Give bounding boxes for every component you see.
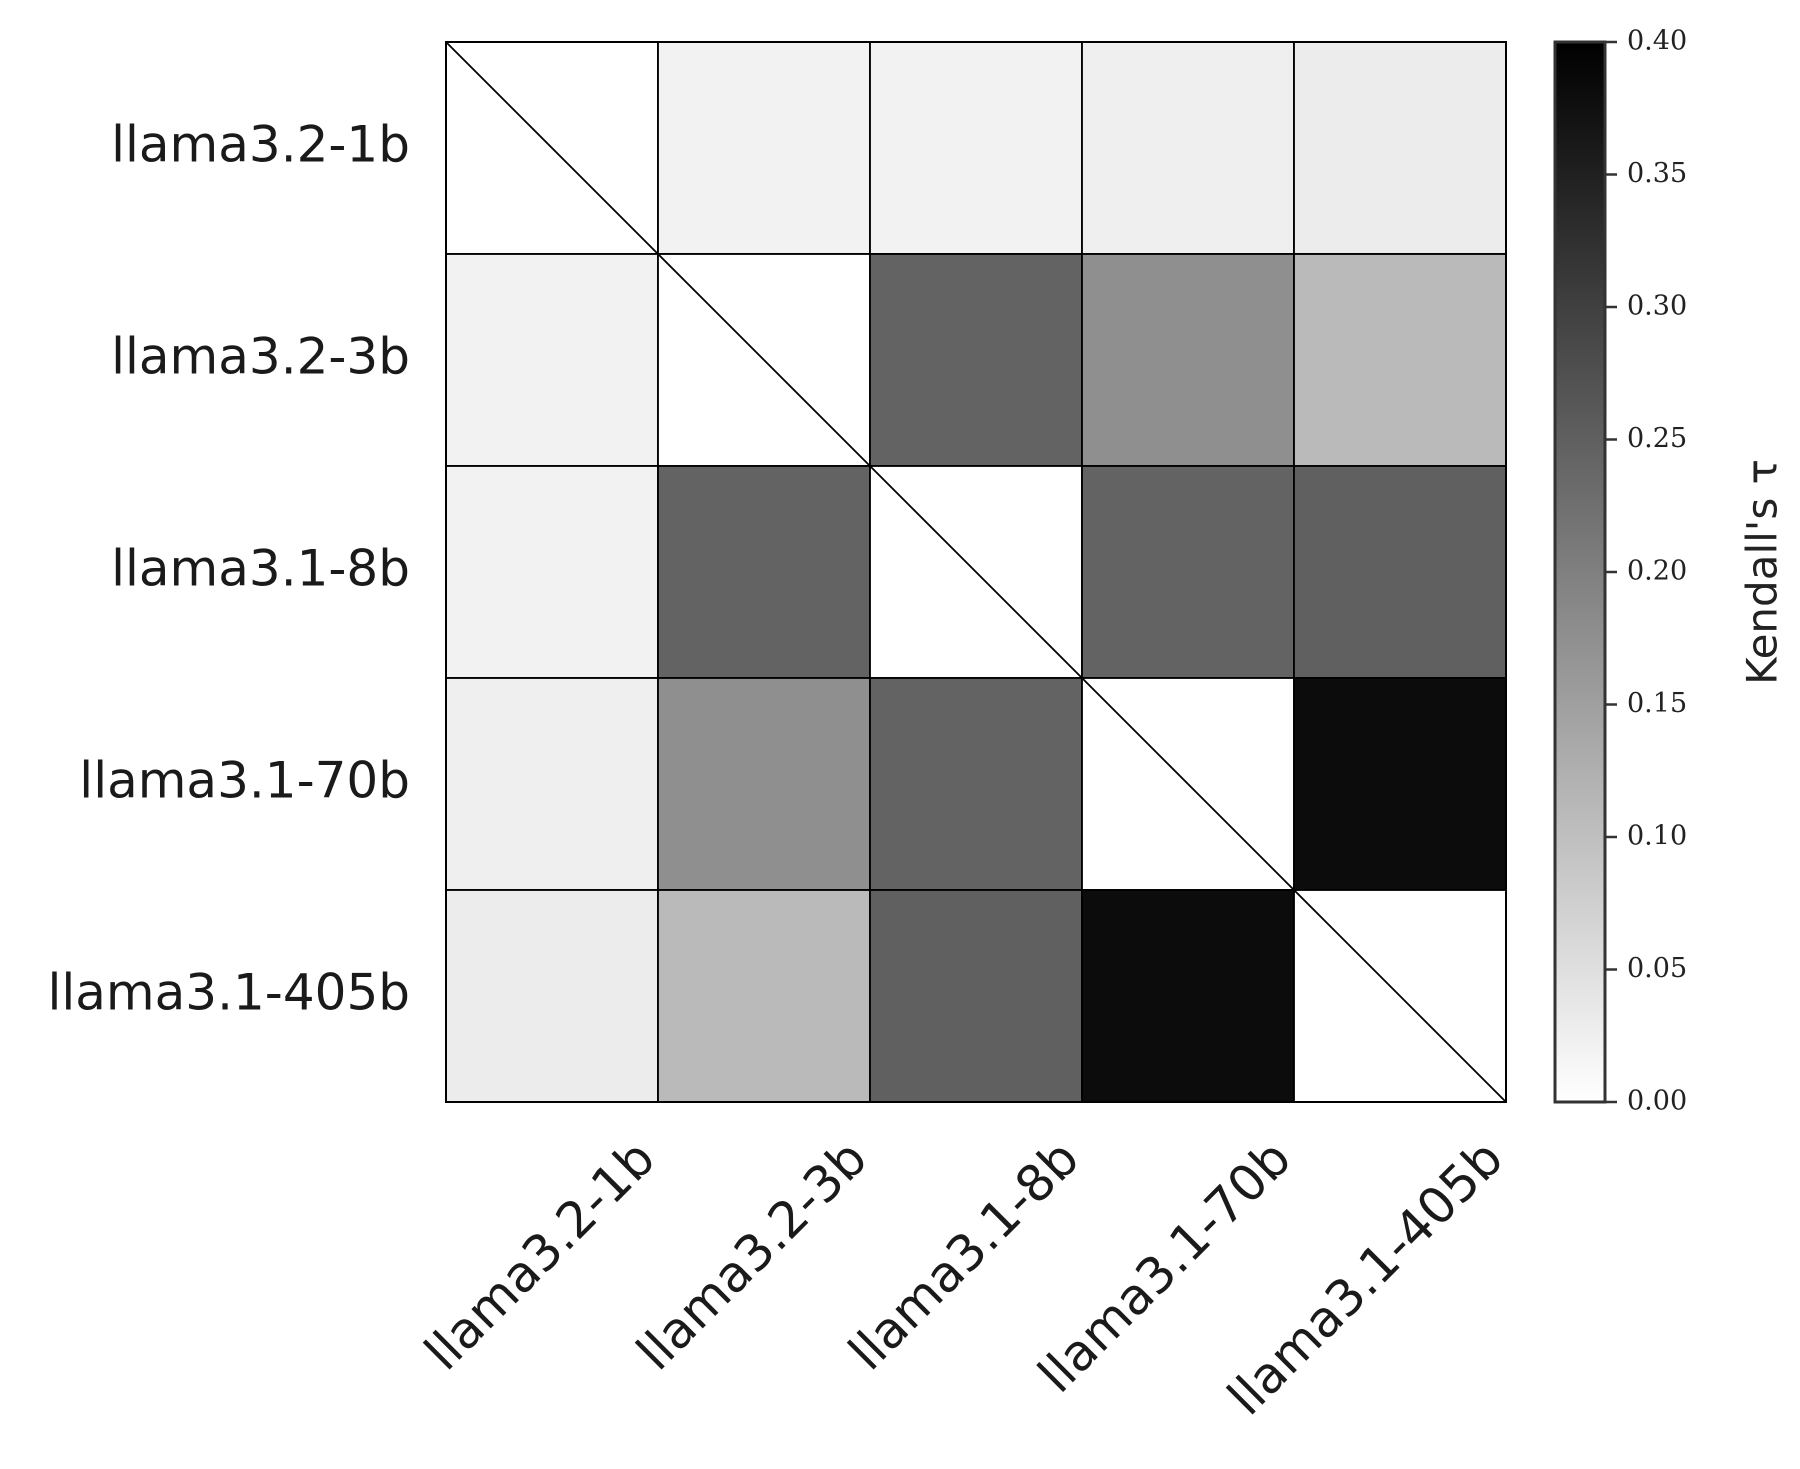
heatmap-cell-3-2 bbox=[869, 677, 1083, 891]
colorbar-tick-label-2: 0.10 bbox=[1627, 821, 1687, 852]
colorbar-title: Kendall's τ bbox=[1738, 459, 1787, 685]
diagonal-line bbox=[445, 41, 1507, 1103]
colorbar-tick-label-5: 0.25 bbox=[1627, 423, 1687, 454]
heatmap-cell-3-1 bbox=[657, 677, 871, 891]
row-label-2: llama3.1-8b bbox=[111, 540, 410, 598]
heatmap-cell-1-0 bbox=[445, 253, 659, 467]
heatmap-cell-4-0 bbox=[445, 889, 659, 1103]
heatmap-cell-4-1 bbox=[657, 889, 871, 1103]
heatmap-cell-2-3 bbox=[1081, 465, 1295, 679]
heatmap-cell-1-4 bbox=[1293, 253, 1507, 467]
heatmap-cells bbox=[445, 41, 1507, 1103]
colorbar-tick-label-1: 0.05 bbox=[1627, 953, 1687, 984]
row-label-0: llama3.2-1b bbox=[111, 116, 410, 174]
colorbar-tick-label-8: 0.40 bbox=[1627, 26, 1687, 57]
colorbar-tick-label-3: 0.15 bbox=[1627, 688, 1687, 719]
heatmap-cell-0-3 bbox=[1081, 41, 1295, 255]
row-label-4: llama3.1-405b bbox=[48, 964, 411, 1022]
heatmap-cell-0-2 bbox=[869, 41, 1083, 255]
heatmap-cell-2-1 bbox=[657, 465, 871, 679]
heatmap-cell-2-4 bbox=[1293, 465, 1507, 679]
heatmap-frame bbox=[445, 41, 1507, 1103]
colorbar-tick-label-0: 0.00 bbox=[1627, 1086, 1687, 1117]
row-label-1: llama3.2-3b bbox=[111, 328, 410, 386]
heatmap-cell-3-0 bbox=[445, 677, 659, 891]
heatmap-cell-0-4 bbox=[1293, 41, 1507, 255]
colorbar: 0.00 0.05 0.10 0.15 0.20 0.25 0.30 0.35 0.40 Kend… bbox=[1553, 26, 1787, 1117]
colorbar-tick-label-6: 0.30 bbox=[1627, 291, 1687, 322]
colorbar-gradient bbox=[1553, 40, 1607, 1104]
heatmap-cell-0-1 bbox=[657, 41, 871, 255]
heatmap-cell-4-3 bbox=[1081, 889, 1295, 1103]
row-label-3: llama3.1-70b bbox=[79, 752, 410, 810]
colorbar-tick-label-7: 0.35 bbox=[1627, 158, 1687, 189]
heatmap-cell-4-2 bbox=[869, 889, 1083, 1103]
heatmap-cell-3-4 bbox=[1293, 677, 1507, 891]
heatmap-cell-1-2 bbox=[869, 253, 1083, 467]
heatmap-cell-1-3 bbox=[1081, 253, 1295, 467]
heatmap-cell-2-0 bbox=[445, 465, 659, 679]
colorbar-tick-label-4: 0.20 bbox=[1627, 556, 1687, 587]
